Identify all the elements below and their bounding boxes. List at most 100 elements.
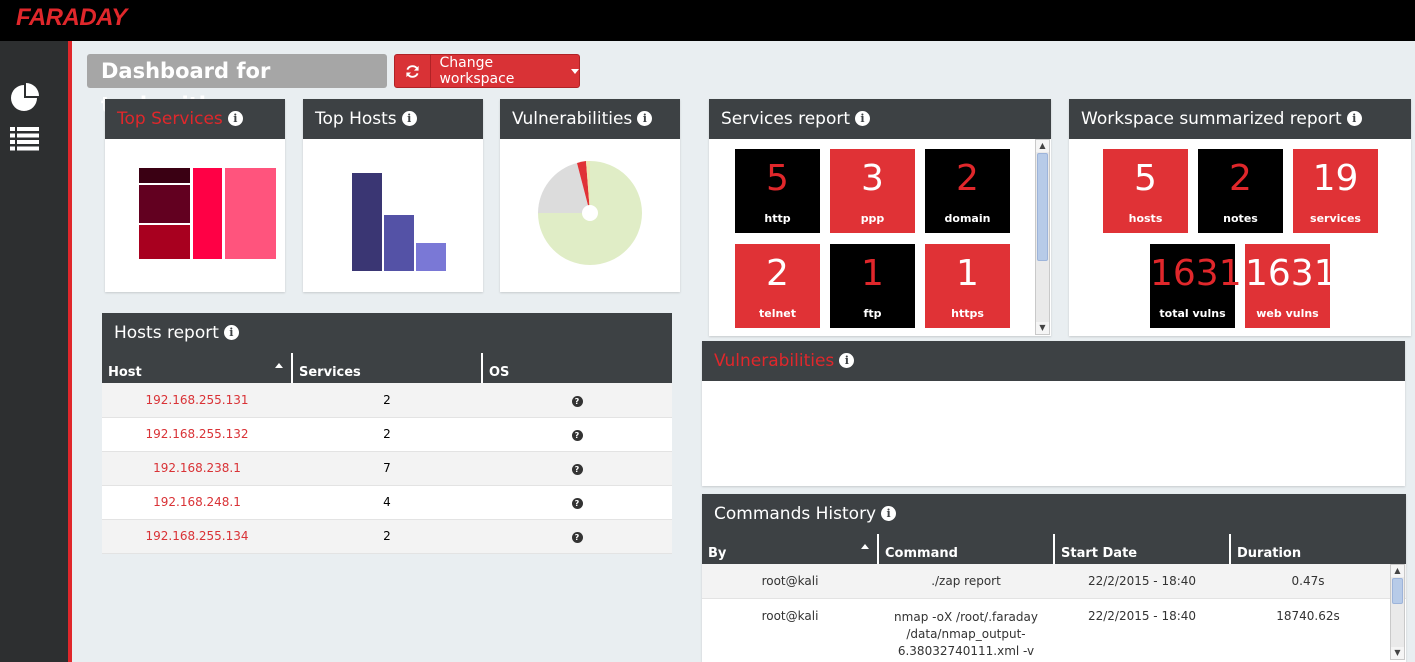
summary-tile[interactable]: 5 hosts xyxy=(1103,149,1188,233)
services-count: 2 xyxy=(292,417,482,452)
host-bar[interactable] xyxy=(416,243,446,271)
tile-value: 1631 xyxy=(1245,253,1337,294)
service-tile[interactable]: 1 ftp xyxy=(830,244,915,328)
top-services-panel: Top Services i xyxy=(105,99,285,292)
services-report-panel: Services report i 5 http 3 ppp 2 domain 2 tel… xyxy=(709,99,1051,336)
tile-label: high xyxy=(899,454,928,467)
info-icon[interactable]: i xyxy=(881,506,897,521)
host-link[interactable]: 192.168.238.1 xyxy=(153,461,241,475)
vulnerabilities-pie-chart xyxy=(538,160,642,265)
pie-chart-icon[interactable] xyxy=(9,81,41,113)
info-icon[interactable]: i xyxy=(839,353,855,368)
top-services-header: Top Services i xyxy=(105,99,285,139)
services-count: 2 xyxy=(292,383,482,418)
faraday-logo[interactable]: FARADAY xyxy=(16,4,127,31)
info-icon[interactable]: i xyxy=(401,111,417,126)
tile-value: 1631 xyxy=(1150,253,1242,294)
service-tile[interactable]: 2 domain xyxy=(925,149,1010,233)
treemap-cell[interactable] xyxy=(139,168,190,183)
info-icon[interactable]: i xyxy=(855,111,871,126)
tile-value: 5 xyxy=(1134,158,1157,199)
top-services-title: Top Services xyxy=(117,109,223,129)
change-workspace-label: Change workspace xyxy=(439,55,515,87)
pie-slice-high[interactable] xyxy=(577,161,590,213)
commands-table: By Command Start Date Duration root@kali… xyxy=(702,534,1406,660)
services-report-scrollbar[interactable]: ▲ ▼ xyxy=(1035,139,1050,335)
pie-slice-med[interactable] xyxy=(586,160,590,213)
host-bar[interactable] xyxy=(384,215,414,271)
column-header-start-date[interactable]: Start Date xyxy=(1054,534,1231,564)
pie-slice-info[interactable] xyxy=(538,163,590,213)
service-tile[interactable]: 2 telnet xyxy=(735,244,820,328)
info-icon[interactable]: i xyxy=(637,111,653,126)
top-hosts-header: Top Hosts i xyxy=(303,99,483,139)
scroll-up-arrow[interactable]: ▲ xyxy=(1391,565,1404,577)
list-icon[interactable] xyxy=(9,123,41,155)
hosts-table: Host Services OS 192.168.255.131 2 ? 192… xyxy=(102,353,672,554)
info-icon[interactable]: i xyxy=(1346,111,1362,126)
scroll-down-arrow[interactable]: ▼ xyxy=(1391,647,1404,659)
column-header-services[interactable]: Services xyxy=(292,353,483,383)
vuln-tile-info[interactable]: 334 info xyxy=(1292,390,1377,475)
summary-tile[interactable]: 2 notes xyxy=(1198,149,1283,233)
service-tile[interactable]: 3 ppp xyxy=(830,149,915,233)
column-header-duration[interactable]: Duration xyxy=(1230,534,1406,564)
column-header-host[interactable]: Host xyxy=(102,353,293,383)
vuln-tile-med[interactable]: 19 med xyxy=(1012,390,1097,475)
treemap-cell[interactable] xyxy=(139,225,190,259)
tile-value: 1 xyxy=(861,253,884,294)
top-hosts-title: Top Hosts xyxy=(315,109,397,129)
info-icon[interactable]: i xyxy=(227,111,243,126)
host-link[interactable]: 192.168.248.1 xyxy=(153,495,241,509)
treemap-cell[interactable] xyxy=(225,168,276,259)
scroll-thumb[interactable] xyxy=(1392,578,1403,604)
column-header-command[interactable]: Command xyxy=(878,534,1055,564)
refresh-icon[interactable] xyxy=(395,55,432,87)
tile-value: 334 xyxy=(1299,399,1370,442)
tile-value: 55 xyxy=(889,399,938,442)
scroll-up-arrow[interactable]: ▲ xyxy=(1036,140,1049,152)
host-link[interactable]: 192.168.255.131 xyxy=(145,392,249,407)
tile-label: http xyxy=(764,212,791,225)
workspace-report-title: Workspace summarized report xyxy=(1081,109,1342,129)
vuln-tile-high[interactable]: 55 high xyxy=(871,390,956,475)
table-row: 192.168.255.131 2 ? xyxy=(102,383,672,418)
commands-history-title: Commands History xyxy=(714,504,877,524)
tile-label: info xyxy=(1322,454,1347,467)
tile-label: https xyxy=(951,307,984,320)
column-header-by[interactable]: By xyxy=(702,534,879,564)
column-label: Host xyxy=(108,365,142,380)
tile-label: critical xyxy=(752,454,795,467)
treemap-cell[interactable] xyxy=(139,185,190,223)
info-icon[interactable]: i xyxy=(223,325,239,340)
command-duration: 18740.62s xyxy=(1276,608,1340,623)
tile-label: low xyxy=(1183,454,1206,467)
scroll-thumb[interactable] xyxy=(1037,153,1048,261)
tile-value: 19 xyxy=(1312,158,1359,199)
service-tile[interactable]: 5 http xyxy=(735,149,820,233)
tile-value: 3 xyxy=(861,158,884,199)
service-tile[interactable]: 1 https xyxy=(925,244,1010,328)
tile-value: 5 xyxy=(766,158,789,199)
host-link[interactable]: 192.168.255.134 xyxy=(145,529,249,543)
vuln-tile-critical[interactable]: 0 critical xyxy=(731,390,816,475)
commands-history-scrollbar[interactable]: ▲ ▼ xyxy=(1390,564,1405,660)
host-bar[interactable] xyxy=(352,173,382,271)
host-link[interactable]: 192.168.255.132 xyxy=(145,427,249,441)
treemap-cell[interactable] xyxy=(193,168,222,259)
tile-label: med xyxy=(1041,454,1068,467)
table-row: root@kali nmap -oX /root/.faraday /data/… xyxy=(702,598,1406,660)
summary-tile[interactable]: 1631 web vulns xyxy=(1245,244,1337,328)
workspace-report-header: Workspace summarized report i xyxy=(1069,99,1411,139)
tile-value: 2 xyxy=(766,253,789,294)
column-header-os[interactable]: OS xyxy=(482,353,672,383)
unknown-os-icon: ? xyxy=(571,532,583,543)
summary-tile[interactable]: 1631 total vulns xyxy=(1150,244,1242,328)
tile-label: telnet xyxy=(758,307,797,320)
vuln-tile-low[interactable]: 1223 low xyxy=(1152,390,1246,475)
services-report-header: Services report i xyxy=(709,99,1051,139)
scroll-down-arrow[interactable]: ▼ xyxy=(1036,322,1049,334)
summary-tile[interactable]: 19 services xyxy=(1293,149,1378,233)
top-services-treemap xyxy=(139,168,276,259)
change-workspace-button[interactable]: Change workspace xyxy=(394,54,580,88)
